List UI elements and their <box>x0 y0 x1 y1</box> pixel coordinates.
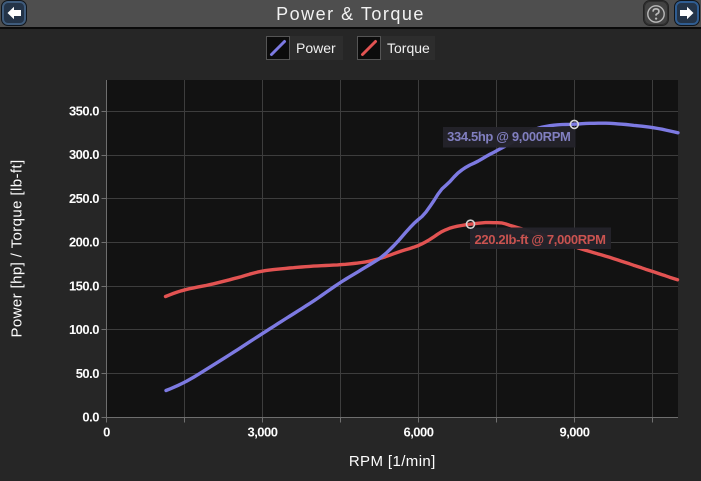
svg-text:9,000: 9,000 <box>559 425 589 440</box>
svg-text:334.5hp @ 9,000RPM: 334.5hp @ 9,000RPM <box>447 129 570 144</box>
svg-text:3,000: 3,000 <box>247 425 277 440</box>
svg-text:RPM [1/min]: RPM [1/min] <box>349 453 436 470</box>
svg-text:6,000: 6,000 <box>403 425 433 440</box>
svg-text:220.2lb-ft @ 7,000RPM: 220.2lb-ft @ 7,000RPM <box>475 232 606 247</box>
svg-text:350.0: 350.0 <box>69 104 99 119</box>
svg-text:0.0: 0.0 <box>82 410 99 425</box>
svg-text:300.0: 300.0 <box>69 147 99 162</box>
svg-text:0: 0 <box>103 425 110 440</box>
svg-text:100.0: 100.0 <box>69 322 99 337</box>
svg-text:250.0: 250.0 <box>69 191 99 206</box>
svg-text:200.0: 200.0 <box>69 235 99 250</box>
svg-text:150.0: 150.0 <box>69 278 99 293</box>
svg-text:Power [hp] / Torque [lb-ft]: Power [hp] / Torque [lb-ft] <box>9 159 26 337</box>
svg-text:50.0: 50.0 <box>76 366 100 381</box>
